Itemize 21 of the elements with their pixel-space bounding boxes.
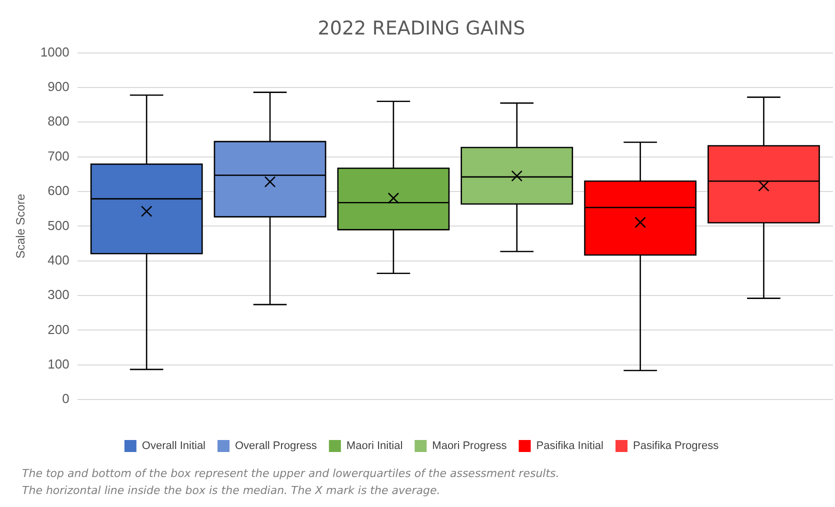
- y-tick-label: 1000: [40, 44, 70, 60]
- legend-label: Maori Initial: [346, 440, 403, 452]
- legend-label: Pasifika Initial: [536, 440, 604, 452]
- y-tick-label: 900: [48, 79, 70, 94]
- y-tick-label: 600: [48, 183, 70, 198]
- y-axis-title: Scale Score: [14, 194, 28, 259]
- chart-title: 2022 READING GAINS: [318, 17, 526, 40]
- y-tick-label: 700: [48, 148, 70, 164]
- text: The horizontal line inside the box is the median. The X mark is the average.: [22, 483, 442, 499]
- text: The top and bottom of the box represent the upper and lowerquartiles of the assessment results.: [22, 466, 560, 482]
- legend-label: Maori Progress: [432, 440, 508, 452]
- y-tick-label: 200: [48, 322, 70, 337]
- y-tick-label: 500: [48, 218, 70, 233]
- y-tick-label: 0: [62, 391, 70, 406]
- y-tick-label: 400: [48, 252, 70, 268]
- legend-label: Pasifika Progress: [632, 440, 720, 452]
- y-tick-label: 100: [48, 356, 70, 372]
- legend-label: Overall Progress: [235, 440, 318, 452]
- y-tick-label: 800: [48, 114, 70, 129]
- y-tick-label: 300: [48, 287, 70, 302]
- legend-label: Overall Initial: [142, 440, 206, 452]
